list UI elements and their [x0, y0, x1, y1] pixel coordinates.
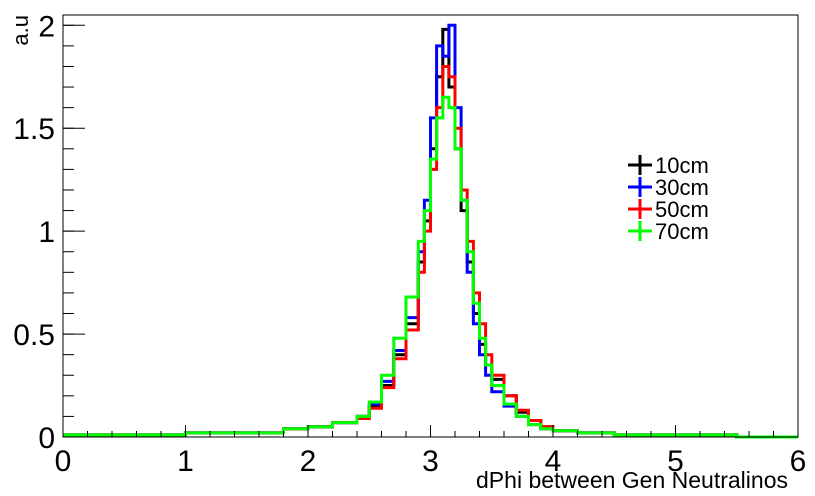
y-tick-label: 1.5 — [13, 113, 55, 146]
x-tick-label: 0 — [55, 445, 72, 478]
x-axis: 0 1 2 3 4 5 6 — [55, 425, 807, 478]
y-tick-label: 1 — [38, 216, 55, 249]
x-tick-label: 3 — [422, 445, 439, 478]
legend-label: 30cm — [655, 175, 709, 200]
series-layer — [63, 23, 798, 439]
y-tick-label: 2 — [38, 10, 55, 43]
series-line-70cm — [63, 95, 798, 439]
y-axis: 0 0.5 1 1.5 2 — [13, 10, 85, 455]
x-tick-label: 1 — [177, 445, 194, 478]
x-tick-label: 5 — [667, 445, 684, 478]
legend-label: 10cm — [655, 153, 709, 178]
x-tick-label: 4 — [545, 445, 562, 478]
y-tick-label: 0 — [38, 422, 55, 455]
x-tick-label: 2 — [300, 445, 317, 478]
x-tick-label: 6 — [790, 445, 807, 478]
legend-label: 50cm — [655, 197, 709, 222]
y-tick-label: 0.5 — [13, 319, 55, 352]
legend-label: 70cm — [655, 219, 709, 244]
x-axis-label: dPhi between Gen Neutralinos — [476, 467, 788, 493]
y-axis-label: a.u — [8, 15, 33, 46]
